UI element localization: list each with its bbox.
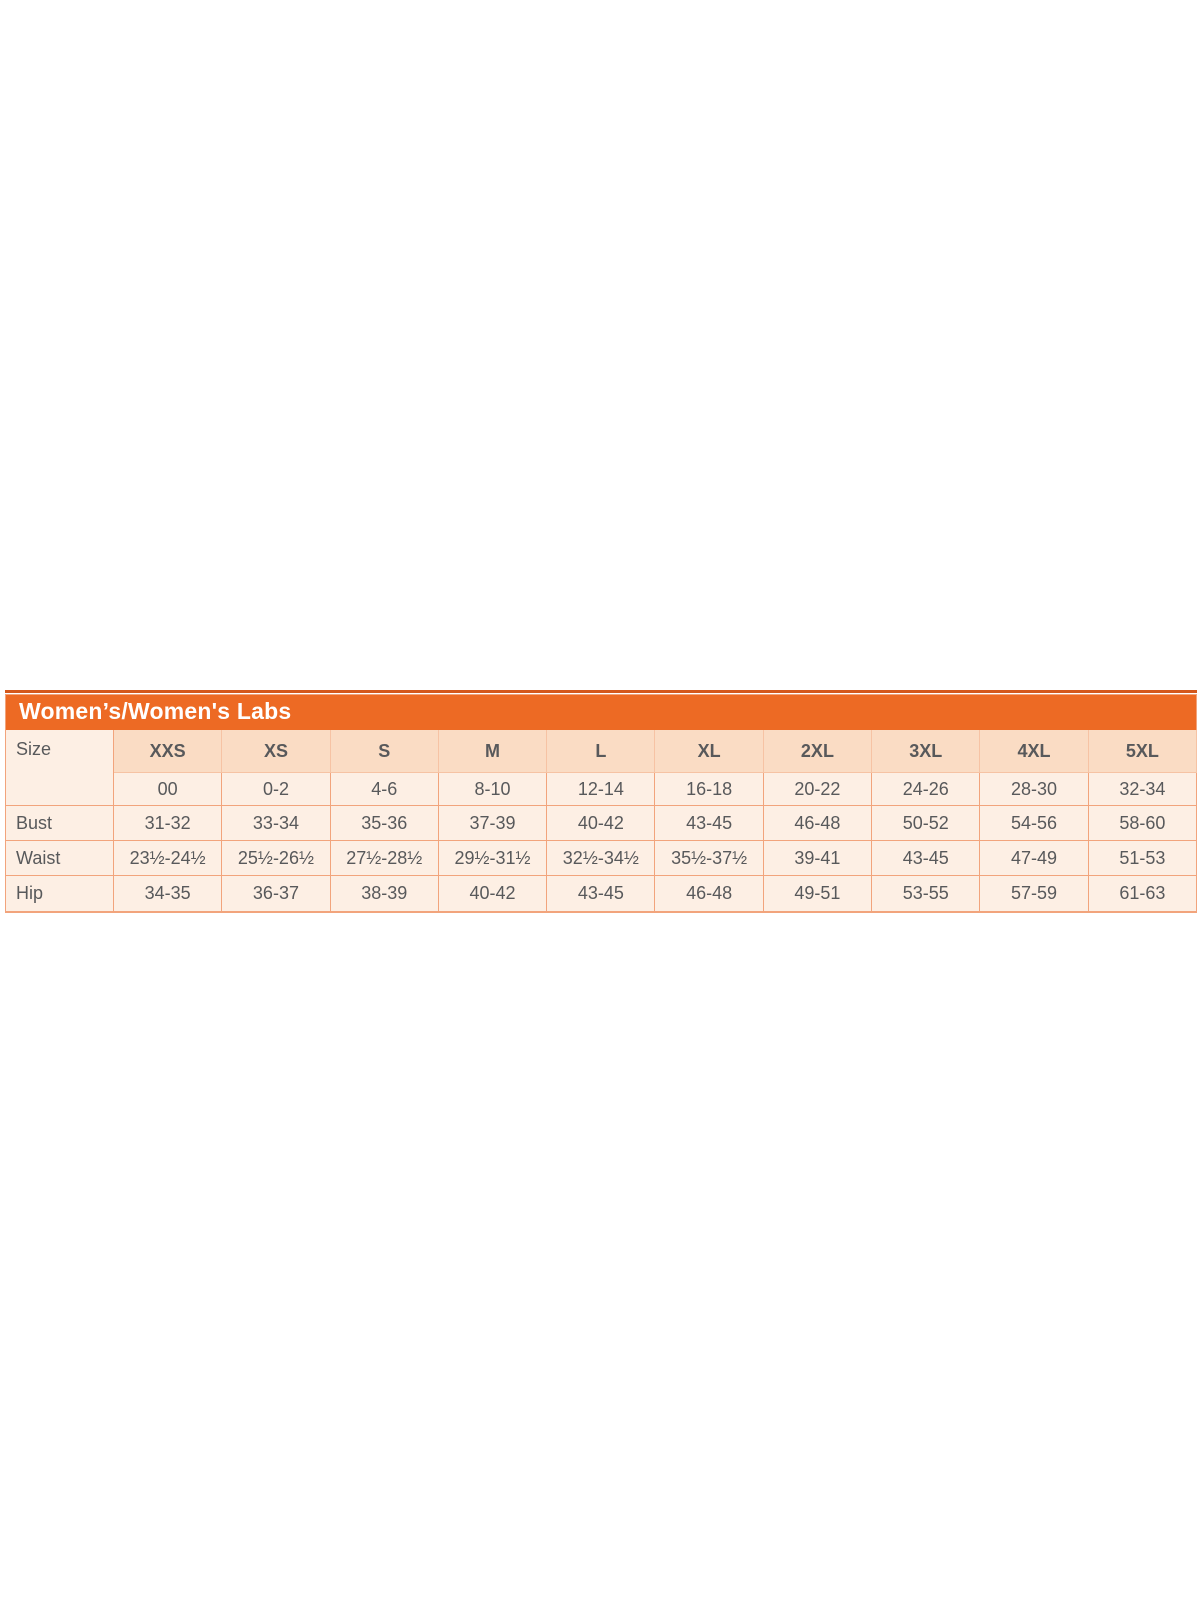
hip-cell: 43-45: [546, 875, 656, 912]
row-label-bust: Bust: [5, 805, 114, 841]
waist-cell: 35½-37½: [654, 840, 764, 876]
size-header-xxs: XXS: [112, 730, 223, 773]
waist-cell: 25½-26½: [221, 840, 331, 876]
size-chart-table: Women’s/Women's Labs Size XXS XS S M L X…: [5, 694, 1198, 913]
title-row: Women’s/Women's Labs: [5, 694, 1197, 730]
numeric-size-cell: 0-2: [221, 772, 331, 806]
hip-cell: 36-37: [221, 875, 331, 912]
hip-cell: 38-39: [329, 875, 439, 912]
hip-cell: 40-42: [437, 875, 548, 912]
bust-cell: 31-32: [112, 805, 223, 841]
numeric-size-cell: 24-26: [871, 772, 981, 806]
numeric-size-cell: 12-14: [546, 772, 656, 806]
numeric-size-cell: 4-6: [329, 772, 439, 806]
numeric-size-cell: 16-18: [654, 772, 764, 806]
chart-title: Women’s/Women's Labs: [5, 694, 1197, 730]
waist-cell: 32½-34½: [546, 840, 656, 876]
size-header-xl: XL: [654, 730, 764, 773]
measurement-row-bust: Bust 31-32 33-34 35-36 37-39 40-42 43-45…: [5, 805, 1198, 841]
bust-cell: 50-52: [871, 805, 981, 841]
hip-cell: 49-51: [762, 875, 873, 912]
hip-cell: 46-48: [654, 875, 764, 912]
waist-cell: 23½-24½: [112, 840, 223, 876]
bust-cell: 37-39: [437, 805, 548, 841]
waist-cell: 39-41: [762, 840, 873, 876]
size-chart-section: Women’s/Women's Labs Size XXS XS S M L X…: [5, 690, 1198, 913]
size-header-3xl: 3XL: [871, 730, 981, 773]
size-header-xs: XS: [221, 730, 331, 773]
numeric-size-cell: 20-22: [762, 772, 873, 806]
row-label-hip: Hip: [5, 875, 114, 912]
bust-cell: 54-56: [979, 805, 1089, 841]
bust-cell: 33-34: [221, 805, 331, 841]
corner-label-size: Size: [5, 730, 114, 806]
bust-cell: 35-36: [329, 805, 439, 841]
waist-cell: 47-49: [979, 840, 1089, 876]
hip-cell: 61-63: [1087, 875, 1198, 912]
waist-cell: 51-53: [1087, 840, 1198, 876]
size-header-2xl: 2XL: [762, 730, 873, 773]
numeric-size-cell: 00: [112, 772, 223, 806]
bust-cell: 40-42: [546, 805, 656, 841]
bust-cell: 46-48: [762, 805, 873, 841]
bust-cell: 58-60: [1087, 805, 1198, 841]
hip-cell: 57-59: [979, 875, 1089, 912]
waist-cell: 29½-31½: [437, 840, 548, 876]
size-header-s: S: [329, 730, 439, 773]
size-header-l: L: [546, 730, 656, 773]
size-header-m: M: [437, 730, 548, 773]
measurement-row-hip: Hip 34-35 36-37 38-39 40-42 43-45 46-48 …: [5, 875, 1198, 912]
row-label-waist: Waist: [5, 840, 114, 876]
hip-cell: 34-35: [112, 875, 223, 912]
top-accent-strip: [5, 690, 1197, 693]
size-header-4xl: 4XL: [979, 730, 1089, 773]
hip-cell: 53-55: [871, 875, 981, 912]
numeric-size-cell: 32-34: [1087, 772, 1198, 806]
bust-cell: 43-45: [654, 805, 764, 841]
numeric-size-cell: 8-10: [437, 772, 548, 806]
size-header-5xl: 5XL: [1087, 730, 1198, 773]
waist-cell: 43-45: [871, 840, 981, 876]
size-header-row: Size XXS XS S M L XL 2XL 3XL 4XL 5XL: [5, 730, 1198, 806]
measurement-row-waist: Waist 23½-24½ 25½-26½ 27½-28½ 29½-31½ 32…: [5, 840, 1198, 876]
numeric-size-row: 00 0-2 4-6 8-10 12-14 16-18 20-22 24-26 …: [6, 772, 1198, 806]
numeric-size-cell: 28-30: [979, 772, 1089, 806]
waist-cell: 27½-28½: [329, 840, 439, 876]
